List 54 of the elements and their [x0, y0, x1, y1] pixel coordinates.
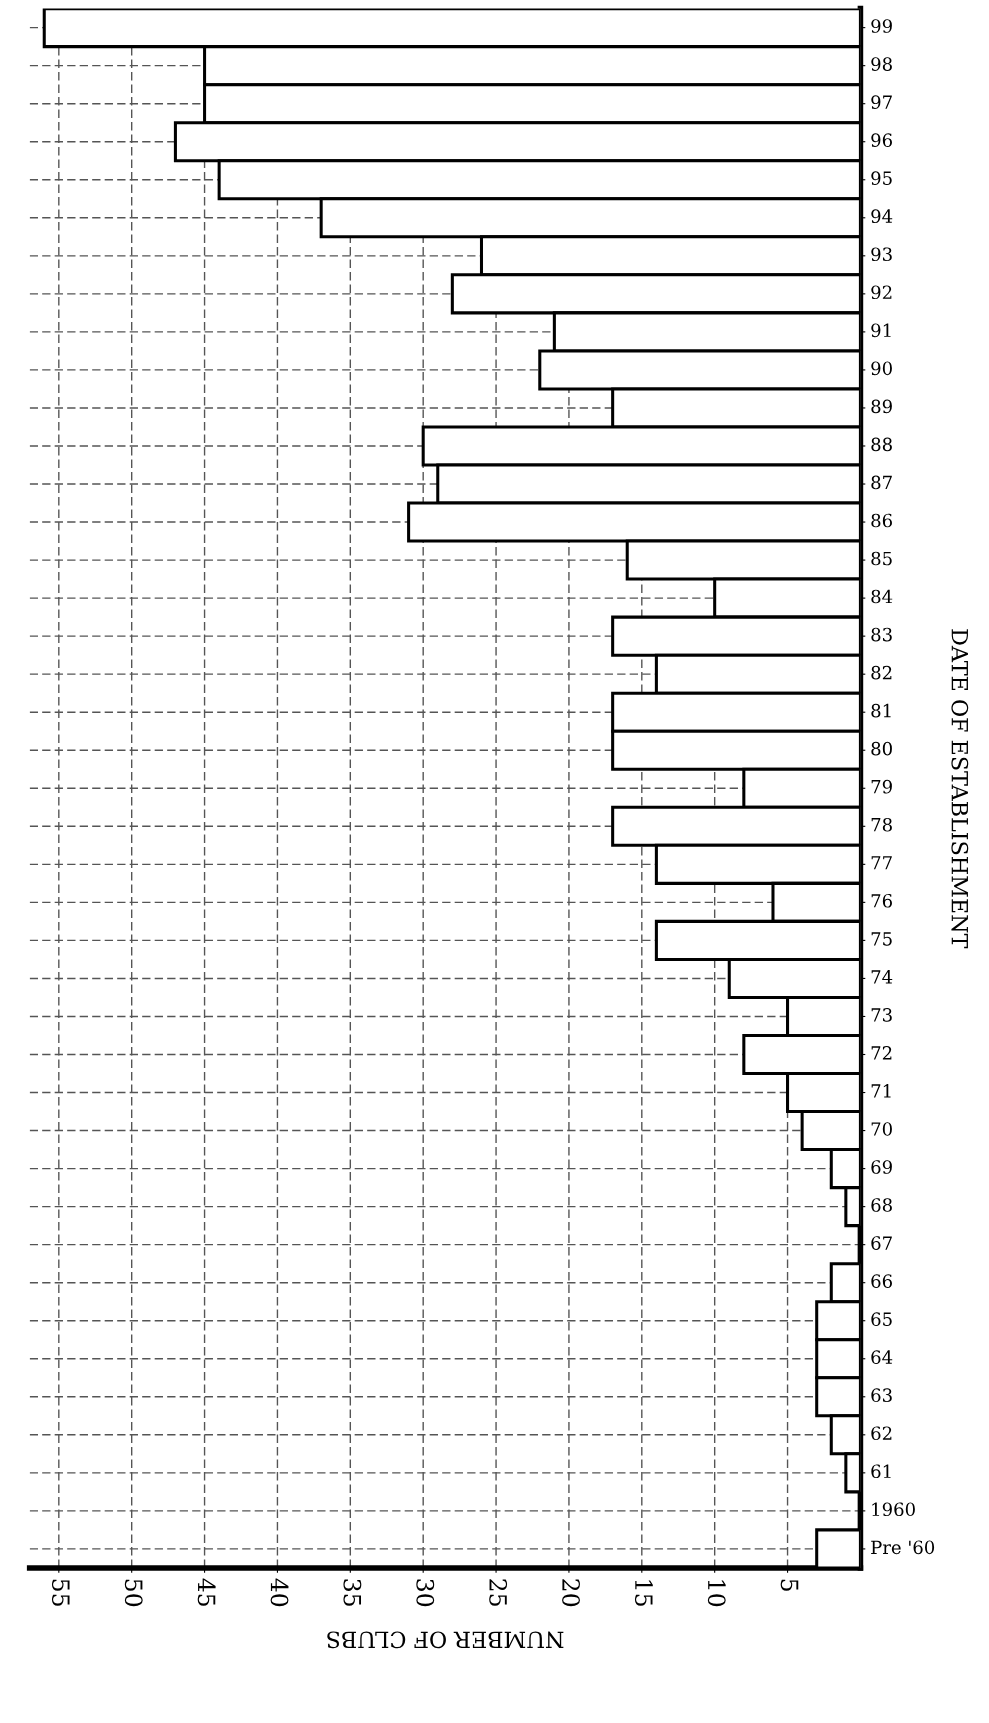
y-tick-label: 94: [871, 209, 893, 224]
x-tick-label: 30: [416, 1579, 435, 1607]
x-tick-label: 10: [707, 1580, 726, 1607]
y-tick-label: 74: [871, 970, 893, 984]
y-axis-title: DATE OF ESTABLISHMENT: [951, 629, 969, 949]
y-tick-label: 80: [871, 741, 892, 756]
x-tick-label: 15: [634, 1580, 653, 1606]
x-tick-label: 50: [124, 1579, 143, 1607]
y-tick-label: 95: [871, 171, 892, 185]
y-tick-label: 62: [871, 1426, 892, 1441]
x-tick-label: 35: [343, 1579, 362, 1606]
y-tick-label: 69: [871, 1160, 892, 1174]
x-tick-label: 45: [197, 1578, 216, 1606]
y-tick-label: 88: [871, 437, 892, 452]
y-tick-label: 79: [871, 779, 892, 794]
y-tick-label: 68: [871, 1198, 892, 1212]
y-tick-label: 91: [871, 323, 891, 338]
y-tick-label: 84: [871, 589, 893, 604]
y-tick-label: 1960: [872, 1502, 915, 1517]
y-tick-label: 64: [871, 1350, 893, 1364]
y-tick-label: 93: [871, 247, 892, 262]
y-tick-label: 65: [871, 1312, 892, 1326]
y-tick-label: 85: [871, 551, 892, 566]
y-tick-label: 67: [871, 1236, 892, 1250]
y-tick-label: 92: [871, 285, 892, 300]
y-tick-label: 82: [871, 665, 892, 680]
y-tick-label: 76: [871, 893, 892, 908]
y-tick-label: 77: [871, 856, 892, 870]
x-tick-label: 40: [270, 1578, 289, 1607]
y-tick-label: 61: [871, 1464, 891, 1479]
y-tick-label: 98: [871, 57, 892, 71]
y-tick-label: 90: [871, 361, 892, 376]
x-tick-label: 20: [562, 1579, 580, 1607]
y-tick-label: Pre '60: [871, 1540, 935, 1555]
y-tick-label: 71: [871, 1084, 891, 1098]
y-tick-label: 73: [871, 1008, 892, 1022]
x-tick-label: 25: [489, 1579, 508, 1606]
y-tick-label: 83: [871, 627, 892, 642]
y-tick-label: 63: [871, 1388, 892, 1403]
y-tick-label: 87: [871, 475, 892, 490]
y-tick-label: 81: [871, 703, 891, 718]
y-tick-label: 97: [871, 95, 892, 109]
y-tick-label: 78: [871, 817, 892, 832]
y-tick-label: 66: [871, 1274, 892, 1288]
x-axis-title: NUMBER OF CLUBS: [327, 1631, 564, 1649]
y-tick-label: 86: [871, 513, 892, 528]
y-tick-label: 96: [871, 133, 892, 147]
y-tick-label: 89: [871, 399, 892, 414]
x-tick-label: 55: [51, 1579, 70, 1606]
y-tick-label: 70: [871, 1122, 892, 1136]
y-tick-label: 72: [871, 1046, 892, 1060]
y-tick-label: 75: [871, 932, 892, 946]
x-tick-label: 5: [780, 1579, 799, 1591]
y-tick-label: 99: [871, 19, 892, 33]
